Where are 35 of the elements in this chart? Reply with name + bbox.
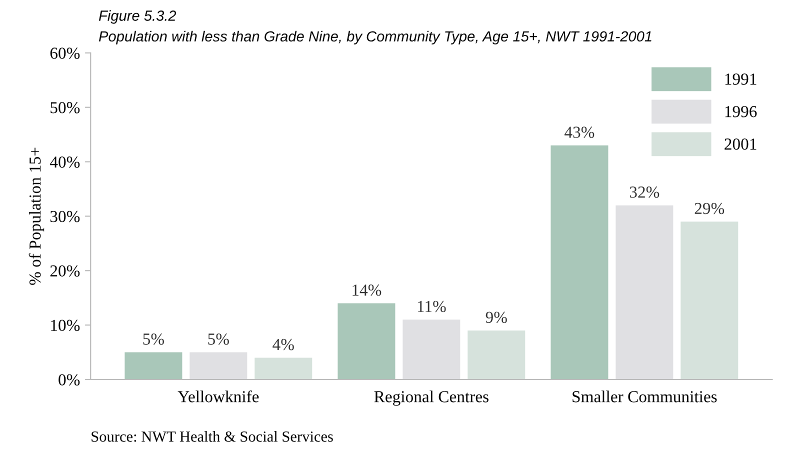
y-tick-label: 20% xyxy=(50,265,80,277)
bar xyxy=(338,303,396,380)
legend-label: 1996 xyxy=(725,106,757,118)
x-tick-label: Regional Centres xyxy=(374,390,488,406)
x-tick-label: Smaller Communities xyxy=(572,390,717,402)
data-label: 29% xyxy=(694,202,724,214)
y-tick-label: 40% xyxy=(50,156,80,168)
y-tick-label: 50% xyxy=(50,102,80,114)
data-label: 43% xyxy=(564,126,594,138)
legend-label: 1991 xyxy=(725,74,756,85)
bar xyxy=(680,222,738,380)
chart-title: Figure 5.3.2 xyxy=(98,10,176,24)
bar xyxy=(124,352,182,380)
bar xyxy=(550,145,608,380)
bar xyxy=(468,330,526,380)
chart-subtitle: Population with less than Grade Nine, by Community Type, Age 15+, NWT 1991-2001 xyxy=(98,30,652,44)
y-tick-label: 60% xyxy=(50,48,80,59)
y-tick-label: 30% xyxy=(50,210,80,222)
data-label: 32% xyxy=(630,186,660,198)
bar xyxy=(254,358,312,380)
data-label: 5% xyxy=(208,333,229,345)
data-label: 5% xyxy=(143,333,164,345)
bar xyxy=(616,205,674,380)
bar xyxy=(190,352,248,380)
data-label: 9% xyxy=(486,312,507,324)
source-note: Source: NWT Health & Social Services xyxy=(92,431,333,442)
data-label: 14% xyxy=(352,284,382,296)
data-label: 11% xyxy=(418,300,446,312)
x-tick-label: Yellowknife xyxy=(178,390,259,402)
bar xyxy=(402,320,460,380)
y-tick-label: 0% xyxy=(58,374,80,386)
y-tick-label: 10% xyxy=(51,320,80,332)
y-axis-title: % of Population 15+ xyxy=(28,148,44,285)
legend-label: 2001 xyxy=(724,138,756,150)
data-label: 4% xyxy=(272,338,294,350)
